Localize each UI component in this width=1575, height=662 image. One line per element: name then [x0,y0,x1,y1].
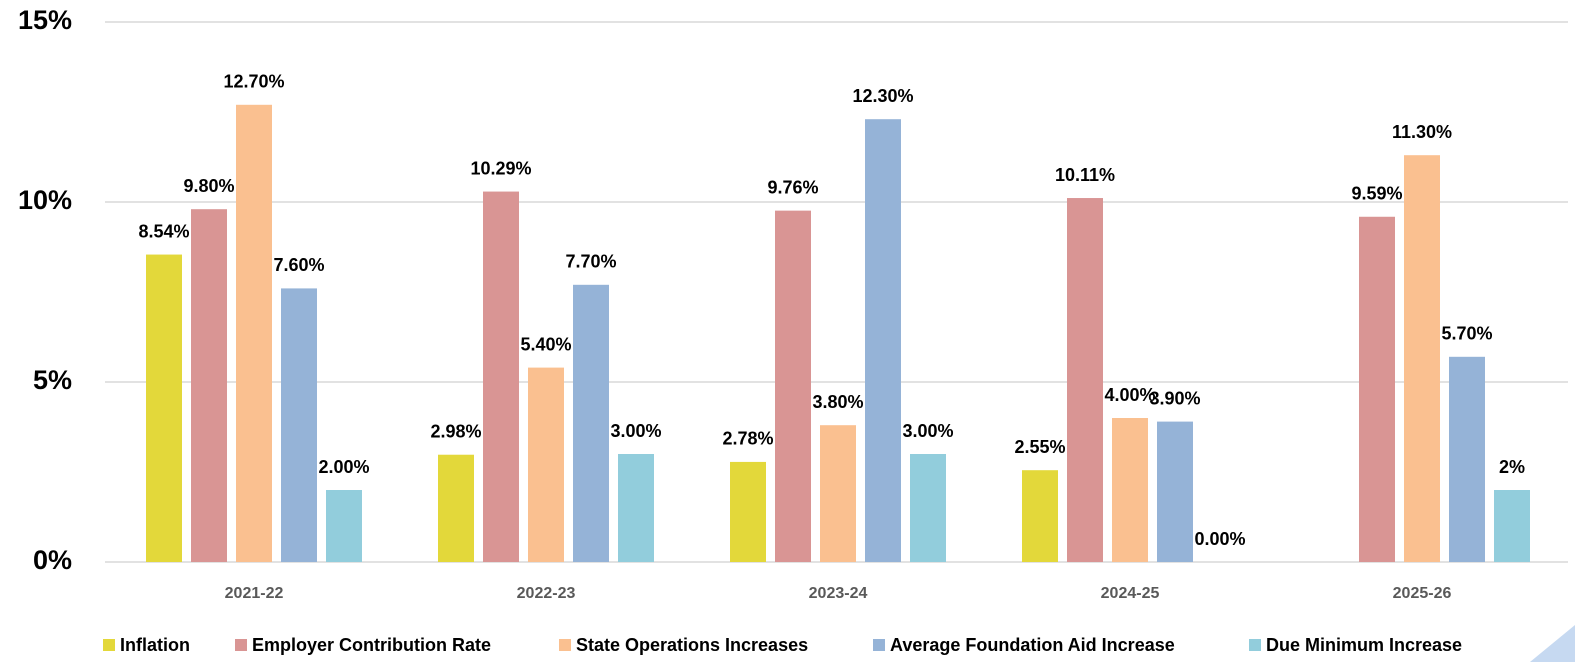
data-label: 2% [1499,457,1525,477]
legend-swatch [103,639,115,651]
data-label: 0.00% [1194,529,1245,549]
legend-swatch [235,639,247,651]
legend-label: Inflation [120,635,190,655]
x-tick-label: 2022-23 [517,585,576,602]
corner-decoration [1530,625,1575,662]
bar [1404,155,1440,562]
y-tick-label: 15% [18,5,72,35]
data-label: 5.70% [1441,324,1492,344]
data-label: 9.76% [767,177,818,197]
bar [775,210,811,562]
data-label: 2.78% [722,429,773,449]
data-label: 3.00% [610,421,661,441]
bar [573,284,609,562]
legend-label: Employer Contribution Rate [252,635,491,655]
y-tick-label: 10% [18,185,72,215]
bar [528,367,564,562]
data-label: 11.30% [1392,122,1452,142]
data-label: 3.90% [1149,388,1200,408]
x-tick-label: 2023-24 [809,585,868,602]
bar [483,191,519,562]
data-label: 12.70% [223,72,284,92]
x-tick-label: 2021-22 [225,585,284,602]
data-label: 9.80% [183,176,234,196]
bar [1494,490,1530,562]
data-label: 4.00% [1104,385,1155,405]
bar [191,209,227,562]
data-label: 2.00% [318,457,369,477]
data-label: 5.40% [520,334,571,354]
data-label: 10.29% [470,158,531,178]
legend-swatch [1249,639,1261,651]
bar [438,454,474,562]
legend-label: State Operations Increases [576,635,808,655]
y-tick-label: 5% [33,365,72,395]
data-label: 9.59% [1351,184,1402,204]
legend-swatch [559,639,571,651]
data-label: 3.00% [902,421,953,441]
bar [281,288,317,562]
bar [865,119,901,562]
bar [1067,198,1103,563]
data-label: 7.60% [273,255,324,275]
bar [730,461,766,562]
data-label: 2.98% [430,421,481,441]
data-label: 8.54% [138,221,189,241]
bar [146,254,182,562]
y-tick-label: 0% [33,545,72,575]
data-label: 10.11% [1055,165,1115,185]
data-label: 12.30% [852,86,913,106]
data-label: 7.70% [565,252,616,272]
bar [820,425,856,562]
bar [236,104,272,563]
bar [618,454,654,562]
x-tick-label: 2024-25 [1101,585,1160,602]
x-tick-label: 2025-26 [1393,585,1452,602]
bar [910,454,946,562]
legend-swatch [873,639,885,651]
bar [1359,216,1395,562]
data-label: 2.55% [1014,437,1065,457]
bar [326,490,362,562]
bar [1112,418,1148,562]
bar [1022,470,1058,562]
data-label: 3.80% [812,392,863,412]
bar [1157,421,1193,562]
bar [1449,356,1485,562]
legend-label: Average Foundation Aid Increase [890,635,1175,655]
legend-label: Due Minimum Increase [1266,635,1462,655]
